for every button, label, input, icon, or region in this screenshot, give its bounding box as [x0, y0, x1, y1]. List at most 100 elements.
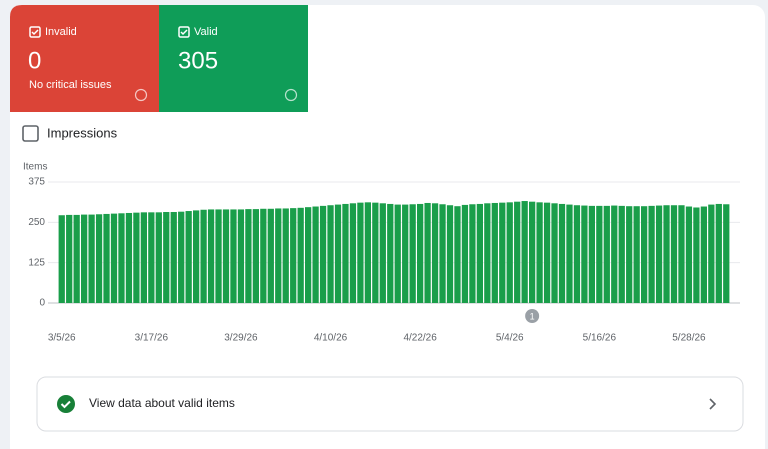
bar: [237, 209, 245, 303]
chevron: [709, 398, 717, 410]
x-tick-label: 3/17/26: [135, 333, 169, 344]
bar: [514, 201, 521, 303]
bar: [304, 207, 312, 303]
bar: [693, 207, 700, 303]
bar: [648, 205, 655, 303]
impressions-checkbox[interactable]: [22, 125, 39, 142]
bar: [603, 205, 610, 303]
bar: [379, 203, 386, 303]
bar: [484, 203, 491, 303]
bar: [416, 203, 424, 303]
bar: [454, 206, 461, 303]
help-icon[interactable]: [284, 88, 298, 102]
bar: [670, 205, 678, 303]
bar: [290, 208, 297, 303]
checkbox: [29, 26, 41, 38]
card-label: Valid: [194, 26, 218, 38]
bar: [715, 203, 722, 303]
bar: [260, 208, 267, 303]
bar: [499, 202, 506, 303]
bar: [551, 203, 558, 303]
bar: [364, 202, 372, 303]
bar: [133, 212, 140, 303]
checkbox: [178, 26, 190, 38]
bar: [633, 206, 640, 303]
bar: [409, 204, 416, 303]
bar: [297, 207, 304, 303]
bar: [611, 205, 618, 303]
y-axis-label: Items: [23, 162, 47, 173]
bar: [558, 203, 566, 303]
bar: [700, 206, 708, 303]
annotation[interactable]: 1: [525, 309, 540, 323]
x-tick-label: 4/10/26: [314, 333, 348, 344]
link-text: View data about valid items: [89, 396, 235, 410]
x-tick-label: 3/5/26: [48, 333, 76, 344]
bar: [461, 204, 469, 303]
x-tick-label: 5/16/26: [583, 333, 617, 344]
bar: [80, 214, 88, 303]
bar: [588, 205, 596, 303]
card-label: Invalid: [45, 26, 77, 38]
bar: [88, 214, 95, 303]
bar: [708, 204, 715, 303]
bar: [200, 209, 207, 303]
bar: [372, 202, 379, 303]
bar: [439, 204, 446, 303]
annotation-label: 1: [530, 311, 535, 321]
x-tick-label: 5/4/26: [496, 333, 524, 344]
bar: [431, 203, 439, 303]
card-note: No critical issues: [29, 79, 112, 91]
bar: [207, 209, 215, 303]
footer-link[interactable]: View data about valid items: [36, 376, 744, 432]
bar: [506, 202, 513, 303]
bar: [446, 205, 454, 303]
bar: [387, 203, 394, 303]
bar: [663, 205, 670, 303]
bar: [678, 205, 685, 303]
impressions-label[interactable]: Impressions: [47, 125, 118, 140]
check-icon: [57, 395, 75, 413]
y-tick-label: 125: [28, 257, 45, 268]
card-count: 305: [178, 47, 218, 74]
help-icon[interactable]: [134, 88, 148, 102]
y-tick-label: 375: [28, 177, 45, 188]
bar: [723, 204, 730, 303]
bar: [402, 204, 409, 303]
bar: [118, 213, 125, 303]
bar: [170, 212, 177, 303]
bar: [491, 202, 498, 303]
y-tick-label: 250: [28, 217, 45, 228]
bar: [185, 211, 192, 303]
bar: [342, 203, 349, 303]
valid-card[interactable]: Valid 305: [159, 5, 308, 112]
bar: [596, 205, 603, 303]
bar: [140, 212, 148, 303]
checkmark: [31, 29, 39, 36]
bar: [110, 213, 118, 303]
bar: [230, 209, 237, 303]
bar: [163, 212, 170, 303]
checkmark: [180, 29, 188, 36]
bar: [536, 202, 543, 303]
bar: [394, 204, 401, 303]
bar: [148, 212, 155, 303]
bar: [95, 214, 103, 303]
bar: [618, 205, 625, 303]
bar: [469, 204, 476, 303]
bar: [103, 213, 110, 303]
bar: [73, 214, 80, 303]
bar: [267, 208, 274, 303]
bar: [334, 204, 342, 303]
invalid-card[interactable]: Invalid 0 No critical issues: [10, 5, 159, 112]
bar: [155, 212, 162, 303]
link-box: [36, 376, 744, 432]
bar: [275, 208, 282, 303]
bar: [685, 206, 693, 303]
bar: [245, 209, 252, 303]
chart: Items 0 125 250 375 3/5/26 3/17/26 3/29/26 4/10/…: [23, 162, 740, 344]
bar: [521, 201, 528, 303]
y-tick-label: 0: [39, 298, 45, 309]
